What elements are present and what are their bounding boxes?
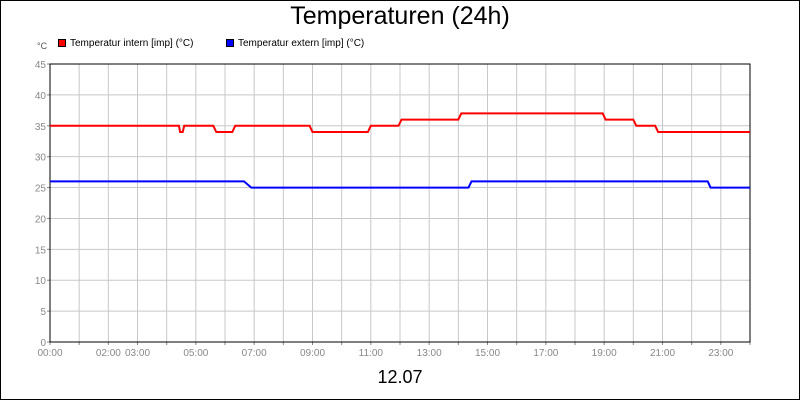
legend-label-extern: Temperatur extern [imp] (°C) (238, 38, 365, 49)
x-tick-label: 15:00 (475, 348, 500, 359)
x-tick-label: 13:00 (417, 348, 442, 359)
x-axis-date-label: 12.07 (377, 367, 423, 387)
x-tick-label: 23:00 (708, 348, 733, 359)
x-tick-label: 21:00 (650, 348, 675, 359)
legend-item-intern: Temperatur intern [imp] (°C) (58, 38, 193, 49)
y-tick-label: 15 (35, 245, 47, 256)
x-tick-label: 03:00 (125, 348, 150, 359)
y-tick-label: 30 (35, 153, 47, 164)
y-tick-label: 35 (35, 122, 47, 133)
x-tick-label: 11:00 (359, 348, 384, 359)
series-line-intern (50, 112, 750, 133)
y-tick-label: 45 (35, 60, 47, 71)
plot-border (49, 63, 751, 343)
legend-swatch-intern (58, 39, 66, 47)
x-tick-label: 17:00 (533, 348, 558, 359)
x-tick-label: 02:00 (96, 348, 121, 359)
y-tick-label: 10 (35, 276, 47, 287)
series-line-extern (50, 180, 750, 189)
x-tick-label: 19:00 (592, 348, 617, 359)
y-tick-label: 25 (35, 184, 47, 195)
x-tick-label: 09:00 (300, 348, 325, 359)
legend-item-extern: Temperatur extern [imp] (°C) (226, 38, 364, 49)
x-tick-label: 07:00 (242, 348, 267, 359)
legend-label-intern: Temperatur intern [imp] (°C) (70, 38, 194, 49)
x-tick-label: 00:00 (37, 348, 62, 359)
y-axis-unit-label: °C (37, 41, 48, 51)
x-tick-label: 05:00 (183, 348, 208, 359)
y-tick-label: 40 (35, 91, 47, 102)
y-tick-label: 5 (40, 307, 46, 318)
y-tick-label: 0 (40, 338, 46, 349)
y-tick-label: 20 (35, 214, 47, 225)
chart-title: Temperaturen (24h) (290, 2, 510, 30)
legend-swatch-extern (226, 39, 234, 47)
